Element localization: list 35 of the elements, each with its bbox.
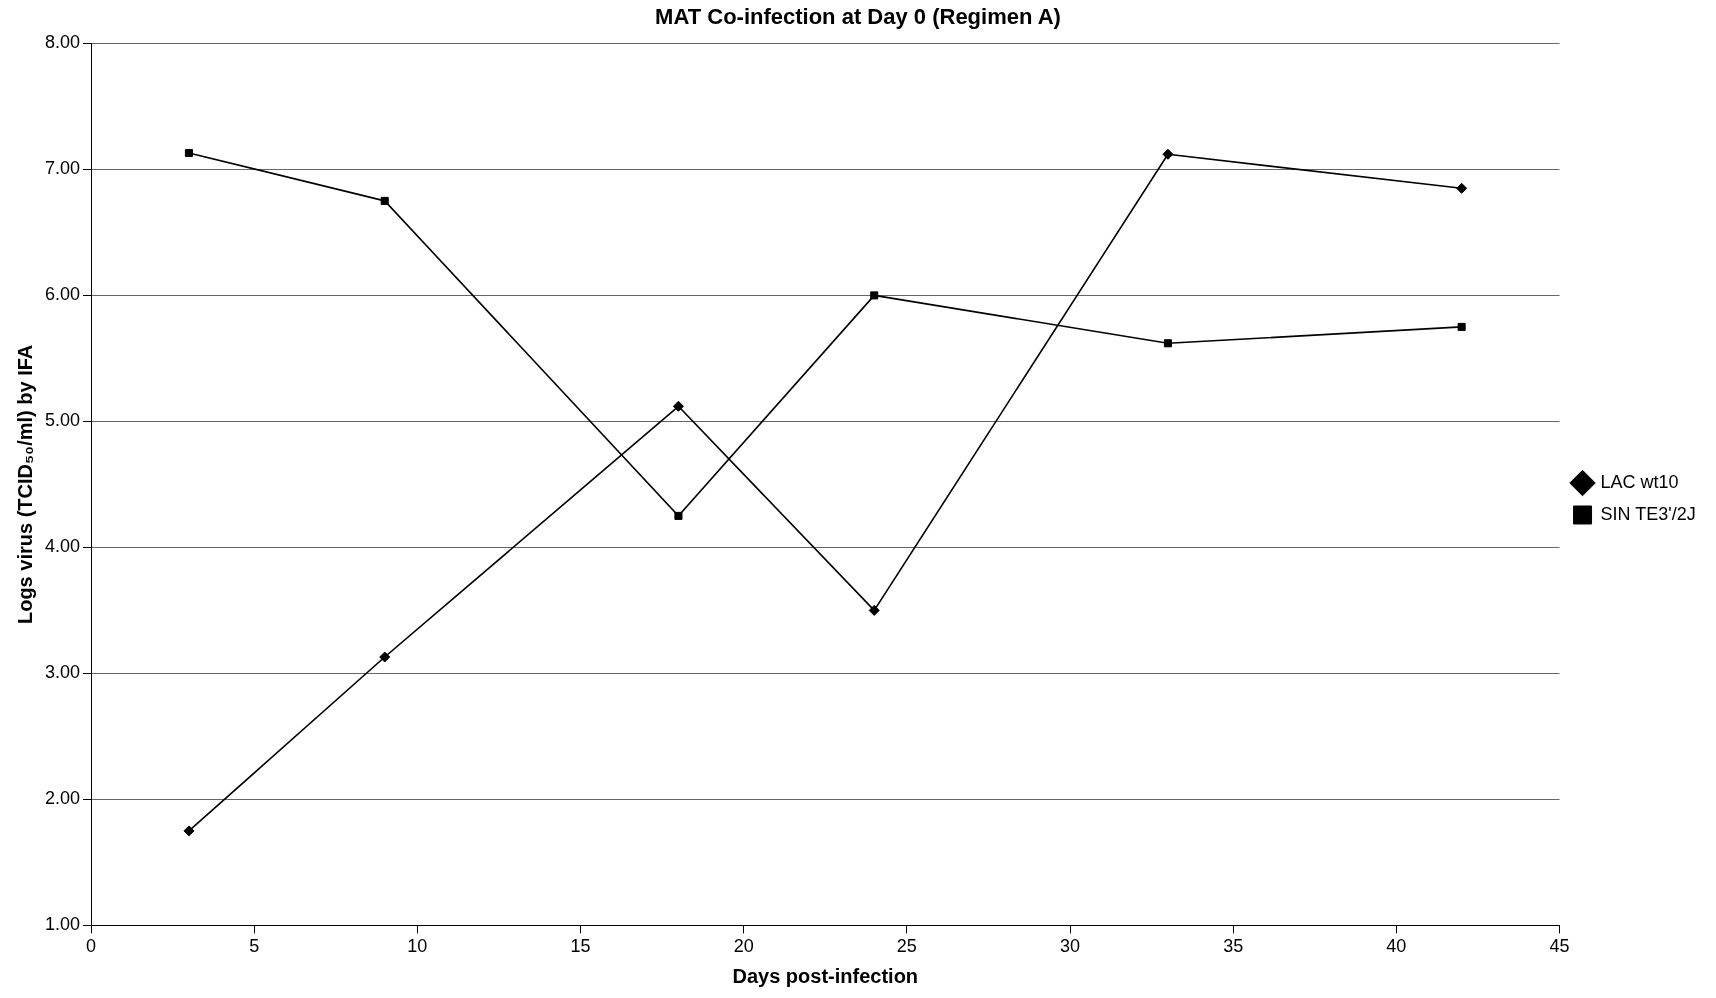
point — [868, 604, 880, 616]
y-tick-label: 8.00 — [44, 32, 81, 53]
y-tick-label: 1.00 — [44, 914, 81, 935]
x-tick-label: 20 — [733, 936, 754, 957]
x-axis-title: Days post-infection — [732, 964, 919, 987]
x-tick-label: 15 — [570, 936, 591, 957]
legend-label: SIN TE3'/2J — [1600, 503, 1696, 524]
point — [672, 400, 684, 412]
y-tick-label: 6.00 — [44, 284, 81, 305]
point — [870, 291, 879, 300]
x-tick-label: 45 — [1549, 936, 1570, 957]
x-tick-label: 0 — [86, 936, 97, 957]
y-tick-label: 4.00 — [44, 536, 81, 557]
point — [1457, 322, 1466, 331]
y-axis-title: Logs virus (TCID₅₀/ml) by IFA — [13, 344, 36, 625]
x-tick-label: 10 — [407, 936, 428, 957]
legend-label: LAC wt10 — [1600, 471, 1679, 492]
point — [379, 651, 391, 663]
point — [1456, 182, 1468, 194]
y-tick-label: 5.00 — [44, 410, 81, 431]
y-tick-label: 3.00 — [44, 662, 81, 683]
point — [1163, 339, 1172, 348]
point — [184, 148, 193, 158]
point — [1162, 148, 1174, 160]
x-tick-label: 25 — [896, 936, 917, 957]
x-tick-label: 35 — [1223, 936, 1244, 957]
x-tick-label: 30 — [1060, 936, 1081, 957]
x-tick-label: 5 — [249, 936, 260, 957]
x-tick-label: 40 — [1386, 936, 1407, 957]
point — [183, 825, 195, 837]
y-tick-label: 7.00 — [44, 158, 81, 179]
point — [674, 511, 683, 520]
chart-title: MAT Co-infection at Day 0 (Regimen A) — [655, 4, 1061, 30]
point — [380, 196, 389, 205]
y-tick-label: 2.00 — [44, 788, 81, 809]
